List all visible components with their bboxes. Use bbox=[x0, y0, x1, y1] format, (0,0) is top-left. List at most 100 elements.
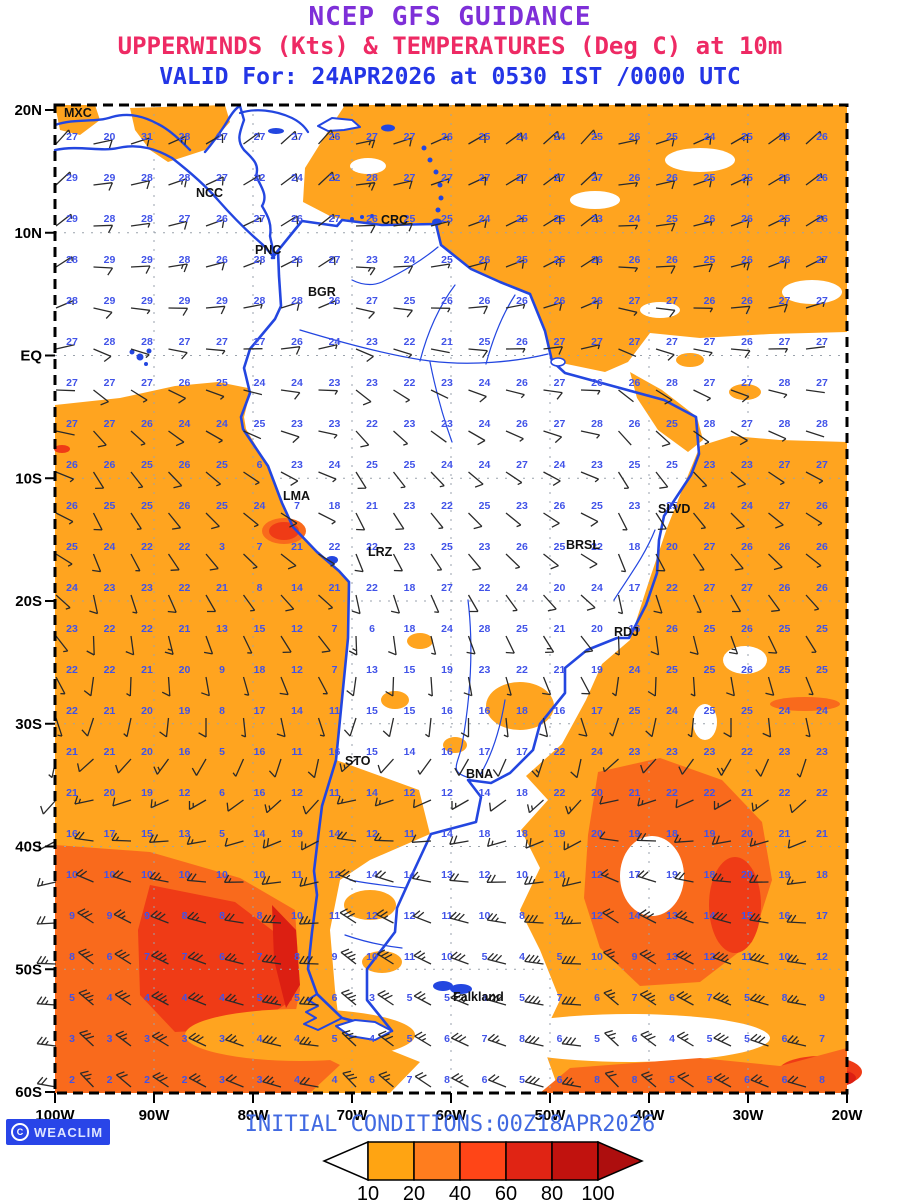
wind-barb-icon bbox=[531, 758, 545, 778]
wind-barb-icon bbox=[243, 389, 263, 396]
wind-barb-icon bbox=[602, 758, 619, 773]
temp-value: 25 bbox=[366, 459, 378, 471]
temp-value: 22 bbox=[741, 746, 753, 758]
temp-value: 14 bbox=[554, 869, 566, 881]
wind-barb-icon bbox=[130, 512, 142, 530]
temp-value: 22 bbox=[554, 787, 566, 799]
temp-value: 27 bbox=[366, 131, 378, 143]
temp-value: 25 bbox=[516, 623, 528, 635]
wind-barb-icon bbox=[748, 874, 769, 883]
temp-value: 27 bbox=[554, 336, 566, 348]
temp-value: 27 bbox=[179, 336, 191, 348]
city-label: CRC bbox=[381, 213, 408, 227]
temp-value: 26 bbox=[216, 254, 228, 266]
wind-barb-icon bbox=[580, 594, 596, 611]
temp-value: 25 bbox=[704, 254, 716, 266]
temp-value: 3 bbox=[182, 1033, 188, 1045]
wind-barb-icon bbox=[168, 430, 185, 447]
temp-value: 27 bbox=[441, 172, 453, 184]
wind-barb-icon bbox=[38, 840, 57, 851]
wind-barb-icon bbox=[280, 553, 297, 570]
wind-barb-icon bbox=[786, 994, 807, 1006]
wind-barb-icon bbox=[377, 949, 394, 965]
temp-value: 25 bbox=[554, 254, 566, 266]
wind-barb-icon bbox=[78, 989, 94, 1006]
wind-barb-icon bbox=[205, 430, 223, 444]
temp-value: 27 bbox=[704, 582, 716, 594]
city-label: PNC bbox=[255, 243, 281, 257]
temp-value: 28 bbox=[179, 254, 191, 266]
temp-value: 26 bbox=[629, 172, 641, 184]
temp-value: 23 bbox=[366, 377, 378, 389]
temp-value: 5 bbox=[519, 992, 525, 1004]
clear-patch bbox=[570, 191, 620, 209]
logo-text: WEACLIM bbox=[34, 1124, 104, 1140]
temp-value: 26 bbox=[179, 500, 191, 512]
temp-value: 11 bbox=[554, 910, 565, 922]
temp-value: 26 bbox=[779, 541, 791, 553]
wind-barb-icon bbox=[676, 991, 694, 1006]
temp-value: 28 bbox=[104, 336, 116, 348]
temp-value: 25 bbox=[254, 418, 266, 430]
wind-barb-icon bbox=[392, 471, 406, 489]
wind-barb-icon bbox=[751, 799, 769, 812]
temp-value: 14 bbox=[441, 828, 453, 840]
wind-barb-icon bbox=[187, 951, 207, 965]
temp-value: 22 bbox=[441, 500, 453, 512]
temp-value: 20 bbox=[141, 746, 153, 758]
wind-barb-icon bbox=[276, 717, 286, 738]
wind-barb-icon bbox=[205, 218, 225, 229]
wind-barb-icon bbox=[261, 914, 282, 924]
temp-value: 10 bbox=[591, 951, 603, 963]
wind-barb-icon bbox=[768, 553, 783, 571]
temp-value: 26 bbox=[629, 418, 641, 430]
wind-barb-icon bbox=[413, 950, 432, 965]
temp-value: 6 bbox=[107, 951, 113, 963]
temp-value: 23 bbox=[479, 541, 491, 553]
temp-value: 14 bbox=[404, 869, 416, 881]
temp-value: 19 bbox=[554, 828, 566, 840]
colorbar-tick-label: 40 bbox=[449, 1183, 471, 1200]
wind-barb-icon bbox=[81, 717, 95, 737]
wind-barb-icon bbox=[126, 676, 132, 697]
temp-value: 25 bbox=[704, 705, 716, 717]
wind-barb-icon bbox=[150, 910, 169, 924]
wind-barb-icon bbox=[280, 173, 298, 186]
temp-value: 28 bbox=[479, 623, 491, 635]
weaclim-logo: C WEACLIM bbox=[6, 1119, 110, 1145]
temp-value: 11 bbox=[291, 869, 302, 881]
temp-value: 16 bbox=[179, 746, 191, 758]
temp-value: 4 bbox=[369, 1033, 375, 1045]
temp-value: 27 bbox=[629, 295, 641, 307]
temp-value: 26 bbox=[441, 131, 453, 143]
wind-barb-icon bbox=[243, 553, 258, 570]
temp-value: 10 bbox=[779, 951, 791, 963]
temp-value: 12 bbox=[591, 869, 603, 881]
wind-barb-icon bbox=[242, 594, 256, 612]
temp-value: 22 bbox=[516, 664, 528, 676]
wind-barb-icon bbox=[617, 471, 630, 489]
wind-barb-icon bbox=[505, 174, 524, 186]
wind-barb-icon bbox=[340, 948, 357, 965]
temp-value: 7 bbox=[557, 992, 563, 1004]
wind-barb-icon bbox=[168, 220, 188, 230]
wind-barb-icon bbox=[346, 676, 357, 697]
wind-barb-icon bbox=[765, 676, 775, 696]
temp-value: 8 bbox=[519, 1033, 525, 1045]
temp-value: 20 bbox=[591, 787, 603, 799]
wind-barb-icon bbox=[390, 594, 401, 614]
temp-value: 24 bbox=[441, 623, 453, 635]
temp-value: 25 bbox=[404, 295, 416, 307]
wind-barb-icon bbox=[55, 300, 75, 309]
wind-barb-icon bbox=[543, 215, 561, 227]
wind-barb-icon bbox=[36, 877, 57, 887]
temp-value: 21 bbox=[104, 705, 116, 717]
wind-barb-icon bbox=[430, 594, 440, 614]
temp-value: 27 bbox=[779, 336, 791, 348]
wind-barb-icon bbox=[74, 831, 94, 842]
temp-value: 15 bbox=[741, 910, 753, 922]
wind-barb-icon bbox=[318, 300, 337, 309]
wind-barb-icon bbox=[151, 991, 169, 1006]
wind-barb-icon bbox=[388, 635, 397, 656]
